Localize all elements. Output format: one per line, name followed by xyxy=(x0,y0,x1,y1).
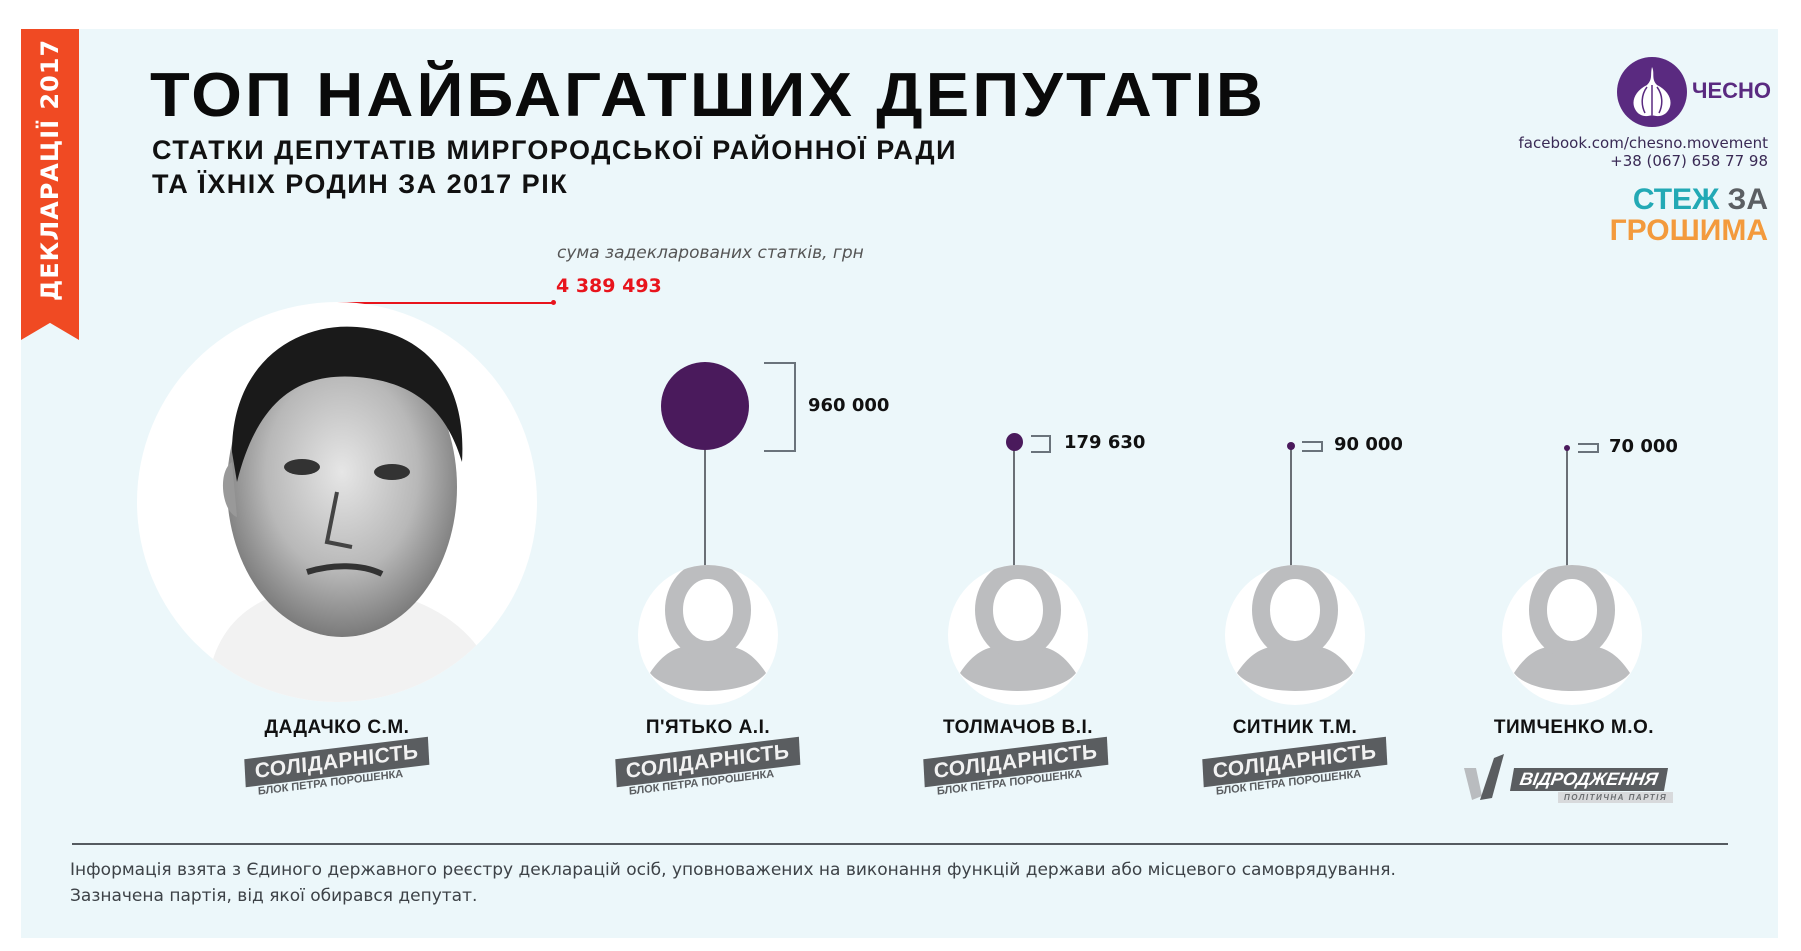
deputy-5-stem xyxy=(1566,449,1568,570)
subtitle-line-1: СТАТКИ ДЕПУТАТІВ МИРГОРОДСЬКОЇ РАЙОННОЇ … xyxy=(152,135,958,165)
footer-source-note: Інформація взята з Єдиного державного ре… xyxy=(70,860,1396,880)
party-title: ВІДРОДЖЕННЯ xyxy=(1509,768,1668,791)
user-placeholder-icon xyxy=(1514,565,1630,691)
deputy-1-name: ДАДАЧКО С.М. xyxy=(264,717,410,738)
user-placeholder-icon xyxy=(650,565,766,691)
party-logo-solidarnist: СОЛІДАРНІСТЬ БЛОК ПЕТРА ПОРОШЕНКА xyxy=(244,736,430,798)
page-title: ТОП НАЙБАГАТШИХ ДЕПУТАТІВ xyxy=(150,61,1267,130)
deputy-5-avatar xyxy=(1502,565,1642,705)
deputy-2-value-bubble xyxy=(661,362,749,450)
deputy-4-bracket xyxy=(1302,441,1323,452)
party-logo-solidarnist: СОЛІДАРНІСТЬ БЛОК ПЕТРА ПОРОШЕНКА xyxy=(615,736,801,798)
year-ribbon xyxy=(21,29,79,340)
chesno-logo-text: ЧЕСНО xyxy=(1692,78,1772,103)
v-check-icon xyxy=(1464,754,1504,800)
deputy-2-bracket xyxy=(764,362,796,452)
deputy-5-name: ТИМЧЕНКО М.О. xyxy=(1493,717,1655,738)
campaign-logo-line-2: ГРОШИМА xyxy=(1609,214,1768,247)
deputy-2-name: П'ЯТЬКО А.І. xyxy=(645,717,771,738)
subtitle-line-2: ТА ЇХНІХ РОДИН ЗА 2017 РІК xyxy=(152,169,569,199)
party-logo-vidrodzhennia: ВІДРОДЖЕННЯ ПОЛІТИЧНА ПАРТІЯ xyxy=(1462,752,1674,803)
deputy-5-value: 70 000 xyxy=(1609,436,1678,457)
footer-divider xyxy=(72,843,1728,845)
deputy-3-name: ТОЛМАЧОВ В.І. xyxy=(942,717,1094,738)
deputy-2-avatar xyxy=(638,565,778,705)
deputy-photo xyxy=(137,302,537,702)
deputy-4-value: 90 000 xyxy=(1334,434,1403,455)
deputy-4-stem xyxy=(1290,448,1292,570)
campaign-logo-line-1: СТЕЖ ЗА xyxy=(1633,183,1768,217)
deputy-3-value-bubble xyxy=(1006,433,1023,451)
deputy-2-stem xyxy=(704,450,706,570)
deputy-5-bracket xyxy=(1578,443,1599,453)
value-leader-line xyxy=(337,302,553,304)
page-subtitle: СТАТКИ ДЕПУТАТІВ МИРГОРОДСЬКОЇ РАЙОННОЇ … xyxy=(152,133,957,201)
party-logo-solidarnist: СОЛІДАРНІСТЬ БЛОК ПЕТРА ПОРОШЕНКА xyxy=(923,736,1109,798)
deputy-3-stem xyxy=(1013,450,1015,570)
campaign-word-za: ЗА xyxy=(1727,183,1768,216)
top-deputy-value: 4 389 493 xyxy=(556,275,662,297)
sum-label: сума задекларованих статків, грн xyxy=(557,243,864,263)
party-logo-solidarnist: СОЛІДАРНІСТЬ БЛОК ПЕТРА ПОРОШЕНКА xyxy=(1202,736,1388,798)
garlic-icon xyxy=(1617,57,1687,127)
party-subtitle: ПОЛІТИЧНА ПАРТІЯ xyxy=(1558,792,1674,803)
facebook-link[interactable]: facebook.com/chesno.movement xyxy=(1518,134,1768,152)
deputy-4-avatar xyxy=(1225,565,1365,705)
user-placeholder-icon xyxy=(1237,565,1353,691)
ribbon-label: ДЕКЛАРАЦІЇ 2017 xyxy=(36,38,64,302)
deputy-5-value-bubble xyxy=(1564,445,1570,451)
deputy-2-value: 960 000 xyxy=(808,395,890,416)
footer-party-note: Зазначена партія, від якої обирався депу… xyxy=(70,886,478,906)
user-placeholder-icon xyxy=(960,565,1076,691)
deputy-3-avatar xyxy=(948,565,1088,705)
deputy-3-value: 179 630 xyxy=(1064,432,1146,453)
phone-number: +38 (067) 658 77 98 xyxy=(1610,152,1768,170)
value-leader-dot xyxy=(551,300,556,305)
deputy-4-name: СИТНИК Т.М. xyxy=(1232,717,1358,738)
campaign-word-stezh: СТЕЖ xyxy=(1632,183,1720,216)
deputy-4-value-bubble xyxy=(1287,442,1295,450)
deputy-3-bracket xyxy=(1031,435,1051,453)
